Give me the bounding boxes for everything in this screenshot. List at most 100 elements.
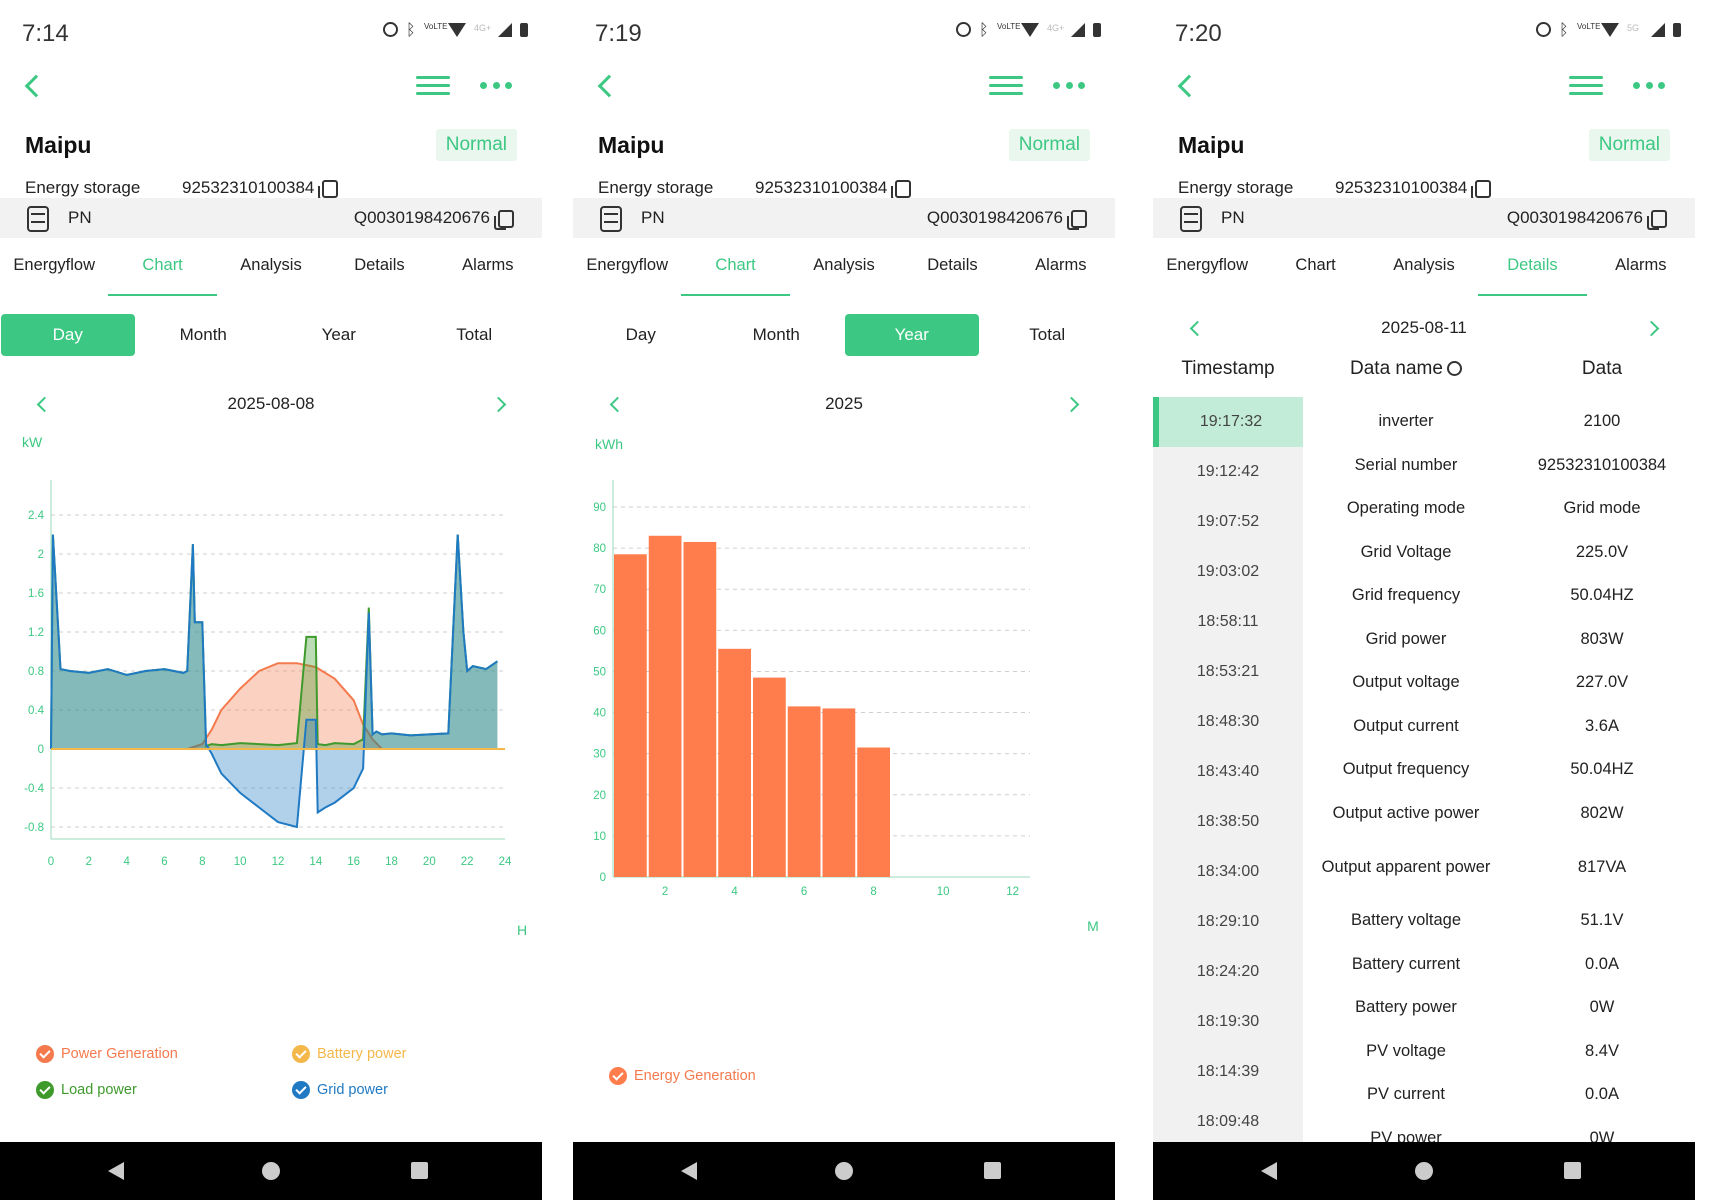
data-value-cell: 803W (1580, 629, 1624, 648)
legend-label: Grid power (317, 1082, 388, 1098)
period-day[interactable]: Day (1, 314, 135, 356)
legend-label: Energy Generation (634, 1068, 756, 1084)
tab-alarms[interactable]: Alarms (462, 256, 514, 274)
period-year[interactable]: Year (845, 314, 979, 356)
period-month[interactable]: Month (752, 325, 800, 344)
tab-energyflow[interactable]: Energyflow (13, 256, 96, 274)
tab-analysis[interactable]: Analysis (1393, 256, 1455, 274)
timestamp-item[interactable]: 18:58:11 (1197, 613, 1259, 630)
timestamp-item[interactable]: 18:19:30 (1196, 1013, 1260, 1030)
legend-battery-power[interactable]: Battery power (292, 1045, 406, 1063)
tab-details[interactable]: Details (354, 256, 405, 274)
copy-icon[interactable] (1067, 209, 1087, 230)
tab-alarms[interactable]: Alarms (1615, 256, 1667, 274)
data-row: inverter 2100 (1303, 400, 1695, 444)
timestamp-item[interactable]: 19:17:32 (1153, 397, 1303, 447)
x-tick-label: 22 (461, 856, 474, 868)
copy-icon[interactable] (494, 209, 514, 230)
pn-label: PN (641, 208, 665, 227)
bar-month-7 (822, 708, 856, 877)
tab-analysis[interactable]: Analysis (240, 256, 302, 274)
timestamp-item[interactable]: 18:38:50 (1196, 813, 1260, 830)
legend-energy-generation[interactable]: Energy Generation (609, 1067, 756, 1085)
filter-settings-button[interactable] (1569, 72, 1605, 100)
more-options-button[interactable] (1053, 82, 1085, 90)
nav-back-icon[interactable] (108, 1162, 124, 1180)
timestamp-item[interactable]: 18:29:10 (1196, 913, 1260, 930)
period-day[interactable]: Day (625, 325, 656, 344)
timestamp-item[interactable]: 18:34:00 (1196, 863, 1260, 880)
filter-settings-button[interactable] (989, 72, 1025, 100)
back-button[interactable] (16, 68, 52, 104)
nav-back-icon[interactable] (681, 1162, 697, 1180)
y-tick-label: 0.8 (28, 666, 44, 678)
copy-icon[interactable] (318, 179, 339, 200)
copy-icon[interactable] (1471, 179, 1492, 200)
legend-load-power[interactable]: Load power (36, 1081, 137, 1099)
signal-icon (1651, 22, 1665, 37)
tab-details[interactable]: Details (1478, 248, 1588, 296)
back-button[interactable] (589, 68, 625, 104)
y-axis-unit: kWh (595, 436, 623, 452)
x-tick-label: 8 (199, 856, 205, 868)
legend-power-generation[interactable]: Power Generation (36, 1045, 178, 1063)
tab-energyflow[interactable]: Energyflow (1166, 256, 1249, 274)
filter-settings-button[interactable] (416, 72, 452, 100)
android-nav-bar (573, 1142, 1115, 1200)
alarm-icon (1536, 22, 1551, 37)
pn-row: PN Q0030198420676 (1153, 198, 1695, 238)
tab-analysis[interactable]: Analysis (813, 256, 875, 274)
y-tick-label: -0.8 (24, 822, 44, 834)
copy-icon[interactable] (1647, 209, 1667, 230)
timestamp-item[interactable]: 18:53:21 (1196, 663, 1260, 680)
next-date-button[interactable] (490, 394, 510, 414)
nav-home-icon[interactable] (1415, 1162, 1433, 1180)
period-selector: Day Month Year Total (0, 314, 542, 356)
date-navigator: 2025-08-08 (0, 390, 542, 420)
timestamp-item[interactable]: 18:14:39 (1196, 1063, 1260, 1080)
nav-recents-icon[interactable] (984, 1162, 1001, 1179)
period-total[interactable]: Total (456, 325, 493, 344)
nav-recents-icon[interactable] (1564, 1162, 1581, 1179)
tab-chart[interactable]: Chart (108, 248, 218, 296)
x-tick-label: 10 (937, 886, 950, 898)
data-name-cell: Serial number (1354, 455, 1458, 474)
tab-details[interactable]: Details (927, 256, 978, 274)
timestamp-item[interactable]: 18:48:30 (1196, 713, 1260, 730)
nav-back-icon[interactable] (1261, 1162, 1277, 1180)
data-value-cell: 51.1V (1580, 911, 1624, 930)
nav-recents-icon[interactable] (411, 1162, 428, 1179)
tab-alarms[interactable]: Alarms (1035, 256, 1087, 274)
timestamp-item[interactable]: 19:03:02 (1196, 563, 1260, 580)
period-total[interactable]: Total (1029, 325, 1066, 344)
tab-chart[interactable]: Chart (1295, 256, 1336, 274)
legend-grid-power[interactable]: Grid power (292, 1081, 388, 1099)
timestamp-item[interactable]: 18:24:20 (1196, 963, 1260, 980)
next-date-button[interactable] (1643, 318, 1663, 338)
period-year[interactable]: Year (321, 325, 356, 344)
x-tick-label: 16 (347, 856, 360, 868)
nav-home-icon[interactable] (262, 1162, 280, 1180)
timestamp-item[interactable]: 19:07:52 (1196, 513, 1260, 530)
timestamp-item[interactable]: 18:09:48 (1196, 1113, 1260, 1130)
tab-energyflow[interactable]: Energyflow (586, 256, 669, 274)
bar-month-3 (683, 541, 717, 877)
device-name: Maipu (598, 132, 665, 158)
next-year-button[interactable] (1063, 394, 1083, 414)
back-button[interactable] (1169, 68, 1205, 104)
gear-icon[interactable] (1446, 361, 1462, 377)
timestamp-item[interactable]: 18:43:40 (1196, 763, 1260, 780)
timestamp-item[interactable]: 19:12:42 (1196, 463, 1260, 480)
data-row: Operating mode Grid mode (1303, 487, 1695, 531)
nav-home-icon[interactable] (835, 1162, 853, 1180)
data-name-cell: Output apparent power (1321, 857, 1491, 876)
tab-chart[interactable]: Chart (681, 248, 791, 296)
more-options-button[interactable] (480, 82, 512, 90)
volte-icon: VoLTE (1577, 21, 1601, 31)
period-month[interactable]: Month (179, 325, 227, 344)
data-name-cell: inverter (1378, 412, 1434, 431)
x-tick-label: 4 (731, 886, 738, 898)
more-options-button[interactable] (1633, 82, 1665, 90)
wifi-icon (1601, 22, 1619, 37)
copy-icon[interactable] (891, 179, 912, 200)
